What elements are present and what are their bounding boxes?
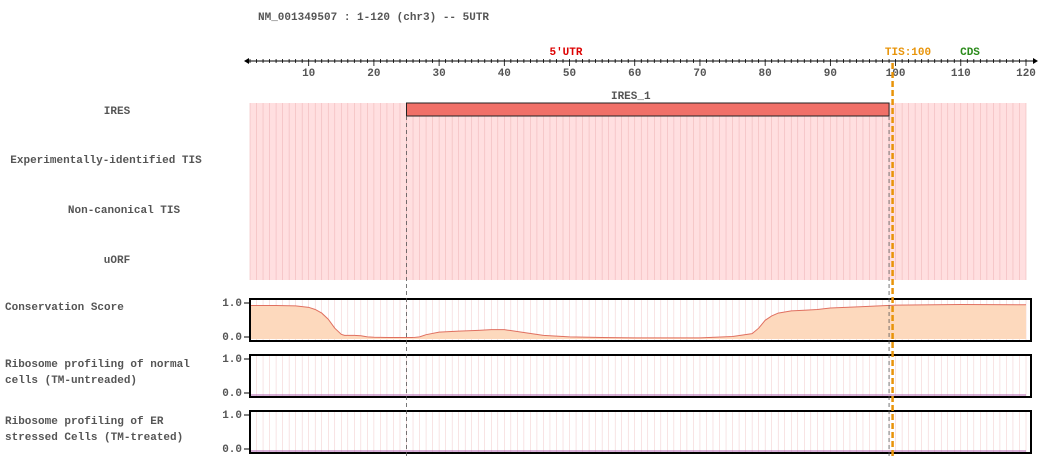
ruler-tick-label: 30 [433,68,446,80]
ruler-tick-label: 20 [367,68,380,80]
ruler-tick-label: 40 [498,68,511,80]
conservation-line [250,303,1027,339]
y-tick-label: 1.0 [222,354,242,366]
signal-track-label: Conservation Score [5,302,124,314]
ruler-tick-label: 100 [886,68,906,80]
signal-track-frame [249,410,1032,454]
ruler-tick-label: 10 [302,68,315,80]
ruler-tick-label: 90 [824,68,837,80]
transcript-title: NM_001349507 : 1-120 (chr3) -- 5UTR [258,12,489,24]
conservation-area [250,304,1026,339]
y-tick-label: 1.0 [222,410,242,422]
track-label-ires: IRES [104,106,131,118]
signal-track-label: Ribosome profiling of ER stressed Cells (… [5,416,183,444]
position-ruler: 10 20 30 40 50 60 70 80 90 100 110 120 [244,58,1038,80]
signal-tracks: Conservation Score 1.0 0.0 Ribosome profili… [5,298,1032,456]
y-tick-label: 0.0 [222,388,242,400]
ruler-tick-label: 110 [951,68,971,80]
ruler-tick-label: 60 [628,68,641,80]
signal-track-frame [249,298,1032,342]
ruler-tick-label: 70 [693,68,706,80]
ires-feature-bar[interactable] [406,102,890,117]
signal-track-label: Ribosome profiling of normal cells (TM-un… [5,359,190,387]
track-label-uorf: uORF [104,255,130,267]
ruler-tick-label: 120 [1016,68,1036,80]
ires-feature-label: IRES_1 [611,91,651,103]
ruler-tick-label: 50 [563,68,576,80]
guide-lines [406,63,894,458]
ruler-arrow-left [244,58,249,64]
feature-tracks: IRES Experimentally-identified TIS Non-can… [10,91,1027,280]
tis-region-label: TIS:100 [885,47,931,59]
ruler-tick-label: 80 [759,68,772,80]
utr-region-label: 5'UTR [549,47,582,59]
feature-track-background [250,103,1026,280]
track-label-exp-tis: Experimentally-identified TIS [10,155,202,167]
y-tick-label: 1.0 [222,298,242,310]
signal-track-frame [249,354,1032,398]
track-label-noncanonical-tis: Non-canonical TIS [68,205,181,217]
y-tick-label: 0.0 [222,444,242,456]
cds-region-label: CDS [960,47,980,59]
y-tick-label: 0.0 [222,332,242,344]
ruler-arrow-right [1033,58,1038,64]
